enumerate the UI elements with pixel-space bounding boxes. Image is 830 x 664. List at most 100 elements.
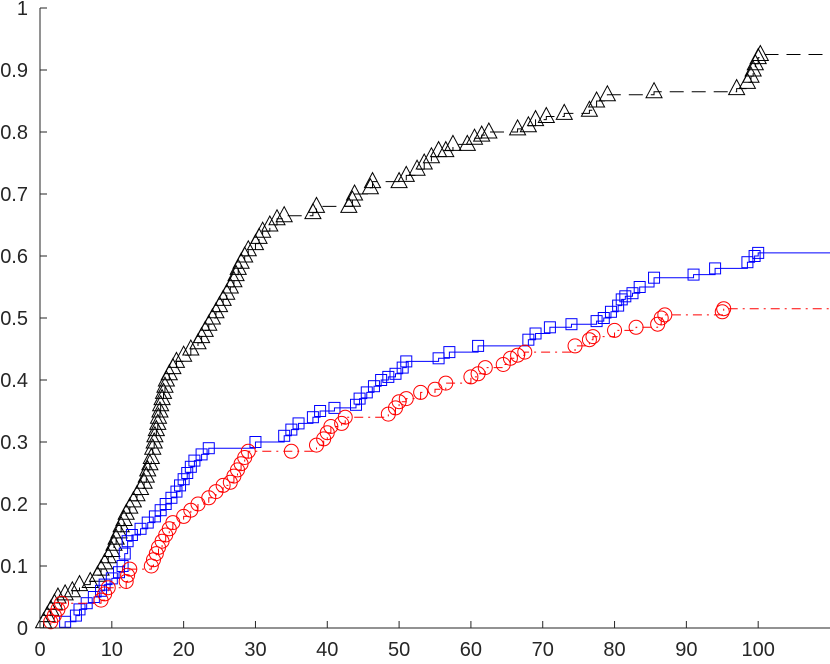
series-2-marker-39 — [382, 370, 395, 383]
series-2-marker-41 — [396, 361, 409, 374]
series-2-marker-2 — [73, 603, 86, 616]
series-3-marker-12 — [148, 546, 164, 562]
series-2-marker-8 — [113, 566, 125, 579]
series-2-marker-54 — [615, 293, 628, 306]
series-2-marker-7 — [105, 572, 118, 585]
series-3-marker-41 — [413, 384, 429, 400]
series-1-marker-32 — [147, 419, 166, 437]
series-1-marker-43 — [167, 351, 186, 368]
series-2-marker-13 — [134, 522, 147, 535]
series-3-marker-44 — [463, 369, 479, 385]
series-1-marker-28 — [142, 447, 161, 464]
series-1-marker-94 — [598, 84, 617, 102]
series-1-marker-37 — [153, 388, 171, 406]
series-3-marker-9 — [122, 561, 138, 577]
x-tick-label: 100 — [741, 639, 774, 661]
series-3-marker-6 — [100, 580, 116, 596]
series-1-marker-57 — [227, 264, 245, 282]
series-1-marker-16 — [110, 521, 128, 539]
y-tick-label: 0.6 — [0, 246, 28, 268]
y-axis: 0 0.1 0.2 0.3 0.4 0.5 0.6 0.7 0.8 0.9 1 — [0, 0, 47, 640]
series-3-marker-57 — [653, 310, 669, 326]
series-2-marker-20 — [174, 479, 187, 492]
y-tick-label: 0.2 — [0, 494, 28, 516]
series-3-marker-23 — [215, 477, 231, 493]
series-1-marker-88 — [519, 115, 538, 133]
series-1-marker-56 — [225, 270, 243, 288]
series-3-marker-40 — [398, 391, 414, 407]
x-tick-label: 40 — [316, 639, 338, 661]
series-2-marker-0 — [59, 615, 72, 628]
series-1-marker-69 — [307, 196, 326, 213]
x-tick-label: 70 — [532, 639, 554, 661]
x-tick-label: 80 — [603, 639, 625, 661]
series-1-marker-81 — [436, 140, 455, 158]
series-2-marker-4 — [87, 591, 100, 603]
y-tick-label: 0.4 — [0, 370, 28, 392]
series-2-marker-63 — [752, 246, 765, 259]
series-1-marker-78 — [415, 152, 434, 170]
series-1-marker-44 — [174, 345, 193, 362]
series-2-marker-56 — [626, 287, 639, 300]
series-3-marker-53 — [585, 329, 601, 345]
series-2-marker-10 — [118, 547, 131, 560]
series-3-marker-36 — [337, 409, 353, 425]
series-2-marker-31 — [306, 411, 319, 424]
series-2-marker-14 — [141, 516, 154, 529]
series-1-marker-75 — [390, 171, 408, 189]
series-2-marker-40 — [389, 367, 402, 380]
series-3-marker-50 — [517, 344, 533, 360]
x-tick-label: 60 — [460, 639, 482, 661]
series-2-marker-34 — [350, 398, 362, 411]
series-1-marker-65 — [260, 214, 279, 232]
series-1-marker-71 — [343, 190, 362, 207]
series-2-marker-32 — [314, 405, 327, 417]
series-2-marker-61 — [741, 256, 754, 269]
x-tick-label: 90 — [675, 639, 697, 661]
series-2-marker-24 — [188, 454, 201, 467]
series-1-marker-38 — [154, 382, 173, 399]
series-2-marker-49 — [565, 318, 578, 331]
x-tick-label: 20 — [173, 639, 195, 661]
series-1-marker-31 — [146, 425, 164, 443]
series-1-marker-77 — [408, 159, 426, 176]
y-tick-label: 1 — [17, 0, 28, 20]
series-2-marker-45 — [472, 339, 485, 352]
series-1-marker-66 — [268, 208, 286, 226]
series-3-marker-60 — [716, 301, 732, 317]
x-tick-label: 0 — [34, 639, 45, 661]
series-2-marker-9 — [116, 560, 129, 572]
series-1-marker-98 — [742, 66, 760, 83]
series-1-marker-8 — [81, 571, 100, 588]
series-1-marker-6 — [63, 580, 82, 598]
series-1-marker-73 — [361, 177, 380, 195]
series-1-marker-99 — [744, 59, 762, 77]
series-2-marker-27 — [249, 436, 262, 448]
series-2-marker-37 — [367, 380, 380, 393]
series-3-marker-59 — [714, 304, 730, 320]
series-2-marker-19 — [170, 485, 183, 498]
series-2-marker-29 — [285, 423, 298, 436]
series-3-marker-55 — [628, 319, 644, 335]
series-1-marker-39 — [156, 376, 174, 393]
y-tick-label: 0 — [17, 618, 28, 640]
series-layer — [34, 44, 830, 630]
series-3-marker-51 — [567, 338, 583, 354]
series-1-marker-26 — [138, 459, 157, 477]
series-2-marker-57 — [633, 281, 646, 293]
series-1-marker-102 — [751, 44, 770, 61]
y-tick-label: 0.5 — [0, 308, 28, 330]
series-1-marker-29 — [143, 438, 162, 455]
series-3-marker-49 — [510, 347, 526, 363]
series-1-marker-27 — [141, 453, 159, 471]
series-1-marker-82 — [444, 134, 462, 151]
series-1-marker-34 — [149, 407, 168, 424]
series-3-marker-30 — [283, 443, 299, 459]
series-1-marker-85 — [472, 125, 491, 142]
series-1-marker-72 — [345, 183, 364, 201]
series-2-marker-59 — [687, 268, 700, 281]
series-2 — [40, 246, 830, 629]
x-tick-label: 10 — [101, 639, 123, 661]
